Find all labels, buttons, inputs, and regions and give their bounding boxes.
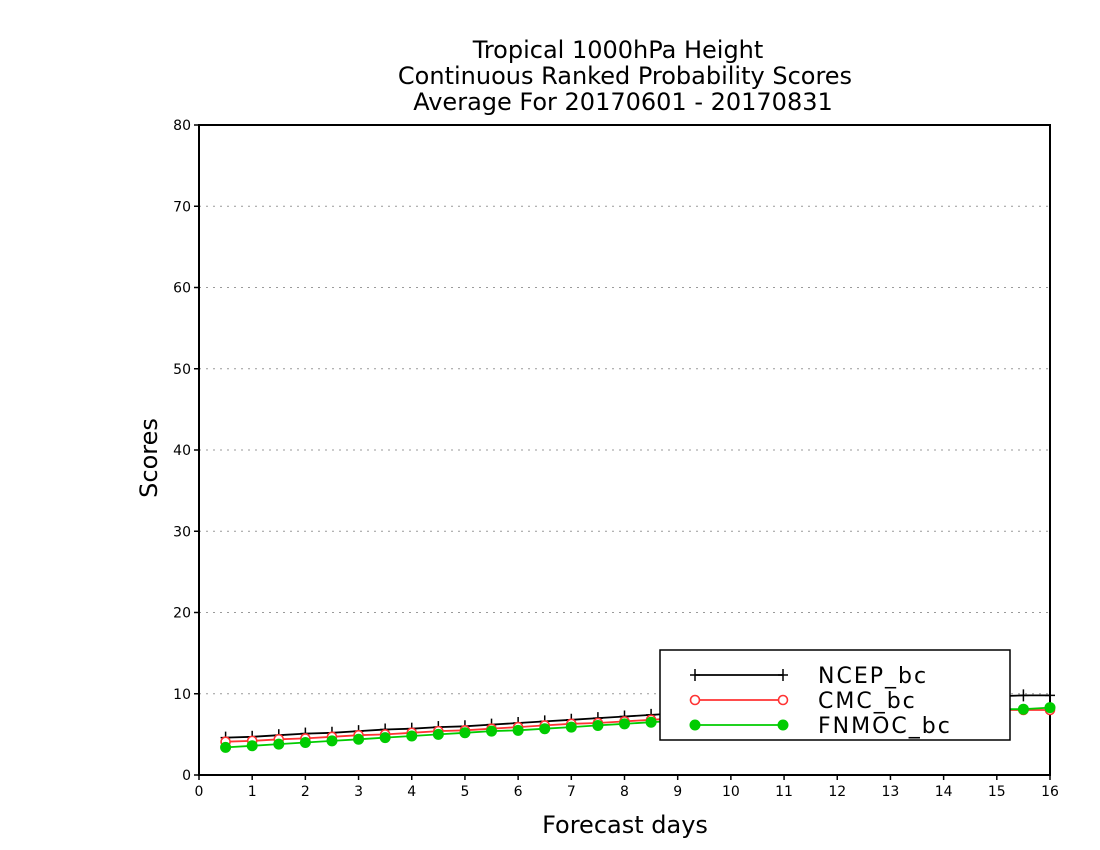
- x-tick-label-11: 11: [775, 784, 793, 800]
- x-tick-label-4: 4: [407, 784, 416, 800]
- legend-marker-start-NCEP_bc: [690, 669, 700, 681]
- point-FNMOC_bc-2: [273, 738, 285, 750]
- x-tick-label-9: 9: [673, 784, 682, 800]
- chart-title-line-3: Average For 20170601 - 20170831: [413, 88, 833, 116]
- point-FNMOC_bc-14: [592, 719, 604, 731]
- x-tick-label-1: 1: [248, 784, 257, 800]
- point-FNMOC_bc-7: [406, 730, 418, 742]
- x-axis-title: Forecast days: [542, 811, 708, 839]
- chart-title-line-1: Tropical 1000hPa Height: [472, 36, 764, 64]
- legend-marker-start-FNMOC_bc: [689, 719, 701, 731]
- point-FNMOC_bc-11: [512, 724, 524, 736]
- x-tick-label-3: 3: [354, 784, 363, 800]
- x-tick-label-0: 0: [195, 784, 204, 800]
- point-FNMOC_bc-31: [1044, 702, 1056, 714]
- point-FNMOC_bc-1: [246, 740, 258, 752]
- point-FNMOC_bc-13: [565, 721, 577, 733]
- point-NCEP_bc-30: [1018, 689, 1029, 702]
- point-FNMOC_bc-3: [299, 737, 311, 748]
- y-tick-label-50: 50: [173, 362, 191, 378]
- chart-title-line-2: Continuous Ranked Probability Scores: [398, 62, 852, 90]
- legend-label-CMC_bc: CMC_bc: [818, 689, 917, 714]
- point-FNMOC_bc-30: [1017, 703, 1029, 715]
- x-tick-label-5: 5: [460, 784, 469, 800]
- y-tick-label-60: 60: [173, 281, 191, 297]
- point-FNMOC_bc-12: [539, 723, 551, 735]
- legend-label-FNMOC_bc: FNMOC_bc: [818, 714, 952, 739]
- y-tick-label-80: 80: [173, 118, 191, 134]
- legend-marker-end-FNMOC_bc: [777, 719, 789, 731]
- x-tick-label-10: 10: [722, 784, 740, 800]
- point-FNMOC_bc-16: [645, 716, 657, 728]
- x-tick-label-2: 2: [301, 784, 310, 800]
- point-FNMOC_bc-8: [432, 728, 444, 740]
- y-tick-label-30: 30: [173, 524, 191, 540]
- y-tick-label-10: 10: [173, 687, 191, 703]
- chart-title: Tropical 1000hPa Height Continuous Ranke…: [398, 36, 852, 116]
- point-FNMOC_bc-9: [459, 727, 471, 739]
- x-tick-label-12: 12: [828, 784, 846, 800]
- x-tick-label-6: 6: [514, 784, 523, 800]
- point-FNMOC_bc-0: [220, 741, 232, 753]
- y-tick-label-20: 20: [173, 606, 191, 622]
- y-axis-title: Scores: [135, 418, 163, 498]
- point-FNMOC_bc-6: [379, 732, 391, 744]
- x-tick-label-15: 15: [988, 784, 1006, 800]
- point-FNMOC_bc-15: [619, 718, 630, 730]
- legend-marker-end-CMC_bc: [777, 694, 789, 706]
- point-NCEP_bc-31: [1045, 689, 1055, 702]
- x-tick-label-8: 8: [620, 784, 629, 800]
- y-tick-label-70: 70: [173, 199, 191, 215]
- legend-entry-NCEP_bc: NCEP_bc: [690, 664, 928, 689]
- x-tick-label-14: 14: [935, 784, 953, 800]
- legend-entry-FNMOC_bc: FNMOC_bc: [689, 714, 952, 739]
- y-tick-label-0: 0: [182, 768, 191, 784]
- point-FNMOC_bc-10: [486, 725, 498, 737]
- legend-label-NCEP_bc: NCEP_bc: [818, 664, 928, 689]
- point-FNMOC_bc-4: [326, 735, 338, 747]
- legend-marker-start-CMC_bc: [689, 694, 701, 706]
- x-tick-label-16: 16: [1041, 784, 1059, 800]
- legend-entry-CMC_bc: CMC_bc: [689, 689, 917, 714]
- point-FNMOC_bc-5: [353, 733, 365, 745]
- legend-marker-end-NCEP_bc: [778, 669, 788, 681]
- x-tick-label-7: 7: [567, 784, 576, 800]
- y-tick-label-40: 40: [173, 443, 191, 459]
- gridlines: [199, 205, 1050, 695]
- x-tick-label-13: 13: [882, 784, 900, 800]
